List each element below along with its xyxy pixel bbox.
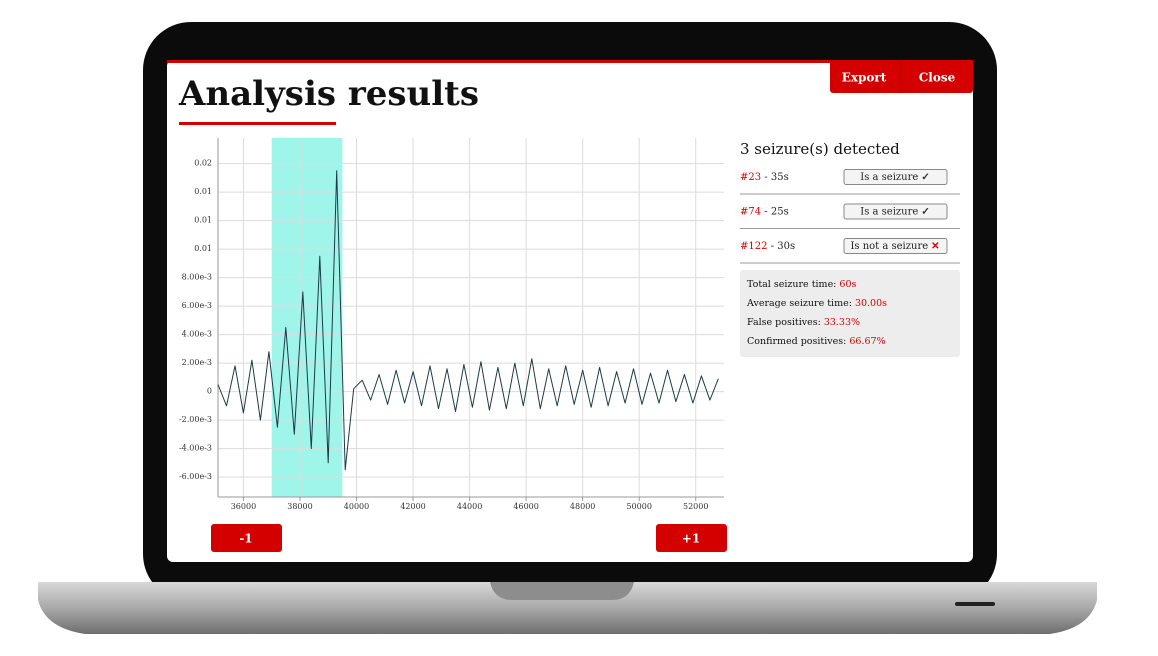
x-tick-label: 38000 [287, 502, 312, 511]
y-tick-label: 0.01 [194, 244, 212, 253]
stat-line: False positives: 33.33% [747, 317, 860, 328]
close-button[interactable]: Close [919, 71, 956, 85]
y-tick-label: -2.00e-3 [179, 415, 212, 424]
seizure-id[interactable]: #74 [740, 206, 761, 217]
app-window [167, 60, 973, 562]
verdict-icon[interactable]: ✕ [931, 241, 939, 252]
seizure-entry: #23 - 35s [740, 172, 789, 183]
separator: - [767, 241, 777, 252]
stat-line: Average seizure time: 30.00s [746, 298, 887, 309]
y-tick-label: -6.00e-3 [179, 472, 212, 481]
prev-button[interactable] [211, 524, 282, 552]
stat-value: 60s [839, 279, 856, 290]
x-tick-label: 50000 [626, 502, 651, 511]
y-tick-label: 4.00e-3 [182, 330, 212, 339]
laptop-led [955, 602, 995, 606]
results-heading: 3 seizure(s) detected [740, 140, 900, 158]
stat-value: 66.67% [849, 336, 885, 347]
y-tick-label: -4.00e-3 [179, 444, 212, 453]
stats-box [740, 270, 960, 357]
y-tick-label: 0.02 [194, 159, 212, 168]
verdict-text[interactable]: Is a seizure [860, 206, 918, 217]
verdict-icon[interactable]: ✓ [921, 206, 929, 217]
verdict-label[interactable]: Is a seizure ✓ [860, 206, 929, 217]
title-underline [179, 122, 336, 125]
seizure-id[interactable]: #122 [740, 241, 767, 252]
page-title: Analysis results [178, 74, 479, 114]
x-tick-label: 52000 [683, 502, 708, 511]
x-tick-label: 48000 [570, 502, 595, 511]
y-tick-label: 8.00e-3 [182, 273, 212, 282]
verdict-icon[interactable]: ✓ [921, 172, 929, 183]
seizure-duration: 30s [777, 241, 795, 252]
seizure-highlight [271, 138, 343, 497]
verdict-button[interactable] [843, 238, 948, 254]
verdict-text[interactable]: Is not a seizure [850, 241, 928, 252]
separator: - [761, 206, 771, 217]
y-tick-label: 0 [207, 387, 212, 396]
stat-line: Confirmed positives: 66.67% [747, 336, 886, 347]
stat-value: 33.33% [824, 317, 860, 328]
verdict-button[interactable] [843, 203, 948, 220]
stat-label: Total seizure time: [747, 279, 839, 290]
seizure-entry: #122 - 30s [740, 241, 795, 252]
stat-label: Average seizure time: [746, 298, 855, 309]
results-panel: #23 - 35s Is a seizure ✓#74 - 25s Is a seiz… [740, 169, 960, 357]
verdict-label[interactable]: Is not a seizure ✕ [850, 241, 939, 252]
signal-line [217, 170, 719, 471]
y-tick-label: 6.00e-3 [182, 301, 212, 310]
laptop-base [38, 582, 1097, 634]
stat-label: False positives: [747, 317, 824, 328]
window-top-border [167, 60, 973, 63]
separator: - [761, 172, 771, 183]
chart: 0.02 0.01 0.01 0.01 8.00e-3 6.00e-3 4.00e-3 2.0… [179, 138, 724, 511]
seizure-entry: #74 - 25s [740, 206, 789, 217]
stat-label: Confirmed positives: [747, 336, 849, 347]
stat-line: Total seizure time: 60s [747, 279, 857, 290]
verdict-button[interactable] [843, 169, 948, 185]
next-button[interactable] [656, 524, 727, 552]
verdict-text[interactable]: Is a seizure [860, 172, 918, 183]
export-button[interactable]: Export [842, 71, 887, 85]
seizure-duration: 35s [771, 172, 789, 183]
seizure-id[interactable]: #23 [740, 172, 761, 183]
laptop-notch [490, 582, 634, 600]
x-tick-label: 42000 [400, 502, 425, 511]
x-tick-label: 46000 [513, 502, 538, 511]
next-button-label[interactable]: +1 [682, 532, 700, 546]
stat-value: 30.00s [855, 298, 887, 309]
x-tick-label: 40000 [344, 502, 369, 511]
seizure-duration: 25s [771, 206, 789, 217]
prev-button-label[interactable]: -1 [239, 532, 252, 546]
x-tick-label: 44000 [457, 502, 482, 511]
verdict-label[interactable]: Is a seizure ✓ [860, 172, 929, 183]
y-tick-label: 0.01 [194, 187, 212, 196]
y-tick-label: 2.00e-3 [182, 358, 212, 367]
y-tick-label: 0.01 [194, 216, 212, 225]
x-tick-label: 36000 [231, 502, 256, 511]
